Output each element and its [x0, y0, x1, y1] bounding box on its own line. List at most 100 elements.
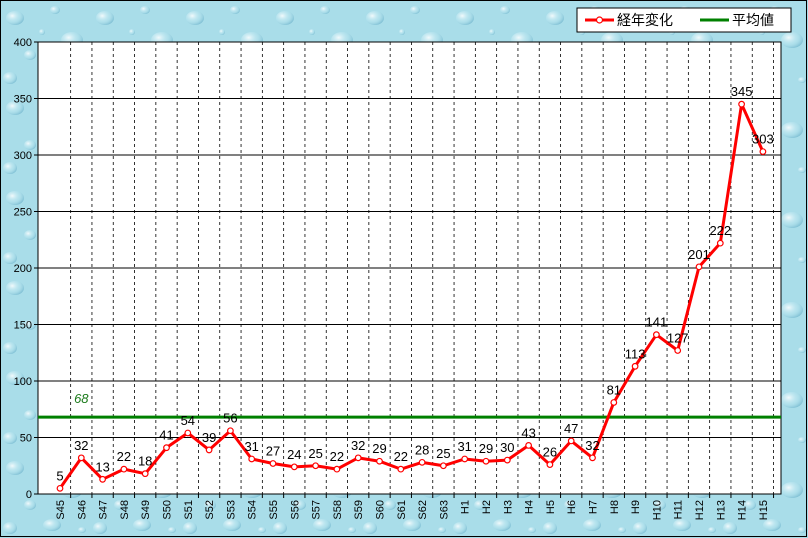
- data-label: 24: [287, 447, 301, 462]
- legend-label-series: 経年変化: [617, 12, 673, 28]
- x-tick-label: H5: [545, 500, 557, 514]
- x-tick-label: S46: [76, 500, 88, 520]
- x-tick-label: H2: [481, 500, 493, 514]
- data-label: 222: [709, 223, 731, 238]
- x-tick-label: H1: [460, 500, 472, 514]
- legend: 経年変化 平均値: [576, 7, 792, 33]
- series-line: [58, 102, 765, 490]
- x-tick-label: S60: [375, 500, 387, 520]
- x-tick-label: H15: [758, 500, 770, 520]
- y-tick-label: 350: [14, 94, 32, 106]
- x-tick-label: S49: [140, 500, 152, 520]
- x-tick-label: S61: [396, 500, 408, 520]
- y-tick-label: 150: [14, 320, 32, 332]
- x-tick-label: H12: [694, 500, 706, 520]
- y-tick-label: 50: [20, 433, 32, 445]
- data-label: 26: [543, 445, 557, 460]
- x-tick-label: S62: [417, 500, 429, 520]
- data-label: 127: [667, 330, 689, 345]
- y-axis-ticks: 0 50 100 150 200 250 300 350 400: [14, 37, 38, 501]
- y-tick-label: 250: [14, 207, 32, 219]
- y-tick-label: 100: [14, 376, 32, 388]
- data-label: 43: [521, 425, 535, 440]
- data-point: [695, 263, 703, 271]
- x-tick-label: H14: [737, 500, 749, 520]
- data-point: [418, 458, 426, 466]
- data-label: 28: [415, 442, 429, 457]
- grid-lines: [38, 42, 781, 494]
- data-point: [503, 456, 511, 464]
- data-label: 22: [330, 449, 344, 464]
- data-label: 22: [117, 449, 131, 464]
- data-point: [674, 347, 682, 354]
- data-point: [461, 455, 469, 463]
- data-point: [141, 470, 149, 478]
- data-label: 303: [752, 132, 774, 147]
- data-point: [653, 331, 660, 339]
- x-tick-label: H9: [630, 500, 642, 514]
- data-point: [120, 465, 128, 473]
- data-point: [610, 399, 618, 406]
- data-label: 32: [74, 438, 88, 453]
- x-tick-label: H7: [588, 500, 600, 514]
- data-point: [354, 454, 362, 462]
- data-label: 30: [500, 440, 514, 455]
- data-point: [376, 457, 383, 465]
- x-tick-label: H11: [673, 500, 685, 519]
- data-label: 41: [159, 428, 173, 443]
- data-point: [184, 429, 192, 437]
- data-point: [226, 427, 234, 435]
- data-label: 141: [646, 315, 668, 330]
- x-tick-label: H10: [651, 500, 663, 520]
- x-tick-label: S56: [289, 500, 301, 520]
- x-tick-label: H13: [715, 500, 727, 520]
- data-label: 29: [372, 441, 386, 456]
- data-label: 5: [56, 468, 63, 483]
- data-point: [99, 475, 106, 483]
- x-tick-label: S47: [98, 500, 110, 520]
- y-tick-label: 0: [26, 489, 32, 501]
- data-label: 54: [181, 413, 195, 428]
- data-point: [482, 457, 490, 465]
- data-label: 32: [585, 438, 599, 453]
- y-tick-label: 400: [14, 37, 32, 49]
- data-label: 47: [564, 421, 578, 436]
- data-point: [716, 239, 724, 247]
- data-point: [56, 484, 64, 492]
- data-point: [205, 446, 213, 454]
- data-label: 25: [436, 446, 450, 461]
- data-label: 18: [138, 454, 152, 469]
- data-label: 13: [95, 459, 109, 474]
- data-label: 31: [457, 439, 471, 454]
- x-tick-label: H3: [502, 500, 514, 514]
- y-tick-label: 300: [14, 150, 32, 162]
- x-tick-label: S63: [438, 500, 450, 520]
- x-tick-label: S48: [119, 500, 131, 520]
- data-point: [397, 465, 405, 473]
- x-tick-label: S55: [268, 500, 280, 520]
- data-point: [567, 437, 575, 445]
- data-label: 25: [308, 446, 322, 461]
- x-axis-ticks: S45 S46 S47 S48 S49 S50 S51 S52 S53 S54 S55 S56 S57 S…: [55, 494, 775, 520]
- data-point: [290, 463, 298, 471]
- y-tick-label: 200: [14, 263, 32, 275]
- data-points: [56, 100, 767, 492]
- data-point: [248, 455, 256, 463]
- x-tick-label: H4: [524, 500, 536, 514]
- average-value-label: 68: [74, 391, 89, 406]
- legend-label-average: 平均値: [732, 12, 774, 28]
- data-label: 113: [625, 346, 646, 361]
- data-point: [589, 454, 596, 462]
- x-tick-label: S52: [204, 500, 216, 520]
- data-label: 29: [479, 441, 493, 456]
- data-labels: 5 32 13 22 18 41 54 39 56 31 27 24 25 22 32 29 22 28 25 31 2…: [56, 84, 773, 483]
- data-label: 81: [607, 382, 621, 397]
- data-point: [440, 462, 447, 470]
- data-point: [163, 444, 170, 452]
- data-label: 27: [266, 443, 280, 458]
- data-point: [631, 362, 639, 370]
- x-tick-label: S58: [332, 500, 344, 520]
- data-point: [546, 461, 554, 469]
